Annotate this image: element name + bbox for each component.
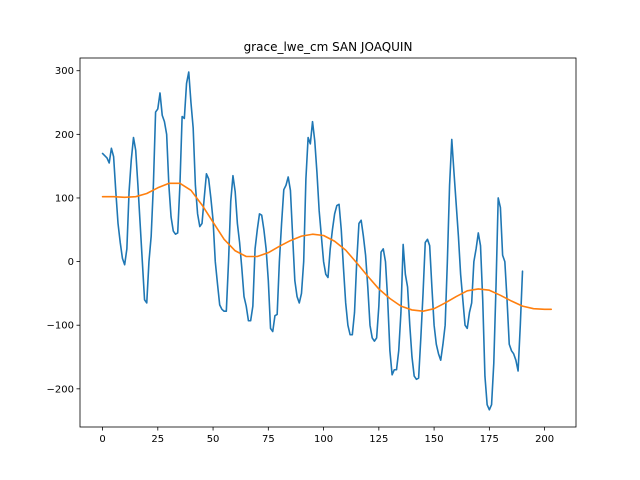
x-tick-label: 50 (207, 434, 220, 445)
y-tick-label: −100 (47, 321, 74, 332)
series-layer (101, 71, 553, 411)
chart-title: grace_lwe_cm SAN JOAQUIN (244, 40, 413, 54)
x-tick-label: 25 (151, 434, 164, 445)
x-tick-label: 175 (480, 434, 499, 445)
x-axis: 0 25 50 75 100 125 150 175 200 (99, 427, 554, 445)
y-tick-label: 0 (68, 257, 74, 268)
plot-frame (79, 57, 577, 428)
x-tick-label: 150 (425, 434, 444, 445)
x-tick-label: 75 (262, 434, 275, 445)
y-tick-label: −200 (47, 384, 74, 395)
series-line-1 (101, 71, 524, 411)
y-tick-label: 100 (55, 193, 74, 204)
x-tick-label: 100 (314, 434, 333, 445)
y-tick-label: 200 (55, 130, 74, 141)
x-tick-label: 125 (369, 434, 388, 445)
x-tick-label: 0 (99, 434, 105, 445)
y-tick-label: 300 (55, 66, 74, 77)
x-tick-label: 200 (535, 434, 554, 445)
series-line-2 (101, 182, 553, 313)
y-axis: −200 −100 0 100 200 300 (47, 66, 80, 395)
